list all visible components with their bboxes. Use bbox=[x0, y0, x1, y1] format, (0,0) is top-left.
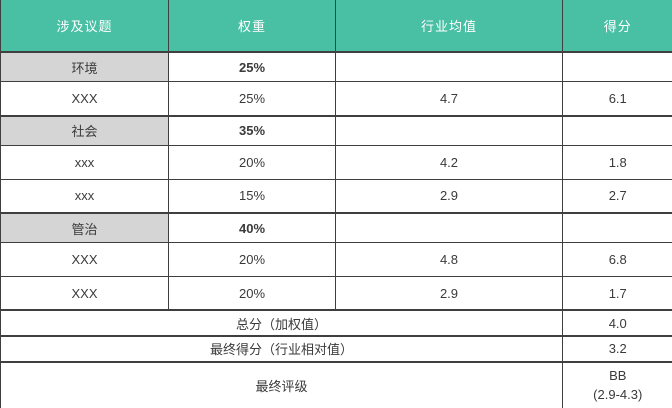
category-row-governance: 管治 40% bbox=[0, 212, 672, 244]
score-cell: 6.1 bbox=[562, 81, 672, 117]
item-row: XXX 20% 4.8 6.8 bbox=[0, 242, 672, 278]
item-row: xxx 20% 4.2 1.8 bbox=[0, 144, 672, 180]
summary-row-final-rating: 最终评级 BB (2.9-4.3) bbox=[0, 360, 672, 408]
column-header-weight: 权重 bbox=[168, 0, 336, 53]
score-cell: 2.7 bbox=[562, 178, 672, 214]
weight-cell: 35% bbox=[168, 114, 336, 146]
column-header-industry-avg: 行业均值 bbox=[335, 0, 563, 53]
score-cell: 1.7 bbox=[562, 276, 672, 311]
category-row-social: 社会 35% bbox=[0, 114, 672, 146]
industry-avg-cell bbox=[335, 51, 563, 83]
topic-cell: xxx bbox=[0, 144, 169, 180]
summary-row-final-score: 最终得分（行业相对值） 3.2 bbox=[0, 335, 672, 363]
topic-cell: XXX bbox=[0, 81, 169, 117]
header-row: 涉及议题 权重 行业均值 得分 bbox=[0, 0, 672, 53]
industry-avg-cell: 4.2 bbox=[335, 144, 563, 180]
item-row: XXX 20% 2.9 1.7 bbox=[0, 276, 672, 311]
weight-cell: 25% bbox=[168, 51, 336, 83]
summary-value: 3.2 bbox=[562, 335, 672, 363]
weight-cell: 20% bbox=[168, 242, 336, 278]
item-row: xxx 15% 2.9 2.7 bbox=[0, 178, 672, 214]
weight-cell: 15% bbox=[168, 178, 336, 214]
industry-avg-cell: 2.9 bbox=[335, 276, 563, 311]
weight-cell: 25% bbox=[168, 81, 336, 117]
topic-cell: 管治 bbox=[0, 212, 169, 244]
summary-row-total-score: 总分（加权值） 4.0 bbox=[0, 309, 672, 337]
item-row: XXX 25% 4.7 6.1 bbox=[0, 81, 672, 117]
summary-value: 4.0 bbox=[562, 309, 672, 337]
topic-cell: XXX bbox=[0, 242, 169, 278]
rating-grade: BB bbox=[609, 368, 627, 384]
column-header-score: 得分 bbox=[562, 0, 672, 53]
weight-cell: 20% bbox=[168, 276, 336, 311]
industry-avg-cell: 4.8 bbox=[335, 242, 563, 278]
topic-cell: 环境 bbox=[0, 51, 169, 83]
topic-cell: 社会 bbox=[0, 114, 169, 146]
topic-cell: xxx bbox=[0, 178, 169, 214]
score-cell: 6.8 bbox=[562, 242, 672, 278]
summary-label: 总分（加权值） bbox=[0, 309, 563, 337]
category-row-environment: 环境 25% bbox=[0, 51, 672, 83]
weight-cell: 40% bbox=[168, 212, 336, 244]
summary-label: 最终得分（行业相对值） bbox=[0, 335, 563, 363]
score-cell: 1.8 bbox=[562, 144, 672, 180]
industry-avg-cell: 4.7 bbox=[335, 81, 563, 117]
industry-avg-cell bbox=[335, 212, 563, 244]
weight-cell: 20% bbox=[168, 144, 336, 180]
rating-range: (2.9-4.3) bbox=[593, 387, 643, 403]
rating-value-cell: BB (2.9-4.3) bbox=[562, 360, 672, 408]
column-header-topic: 涉及议题 bbox=[0, 0, 169, 53]
score-cell bbox=[562, 51, 672, 83]
score-cell bbox=[562, 114, 672, 146]
summary-label: 最终评级 bbox=[0, 360, 563, 408]
score-cell bbox=[562, 212, 672, 244]
industry-avg-cell bbox=[335, 114, 563, 146]
industry-avg-cell: 2.9 bbox=[335, 178, 563, 214]
topic-cell: XXX bbox=[0, 276, 169, 311]
